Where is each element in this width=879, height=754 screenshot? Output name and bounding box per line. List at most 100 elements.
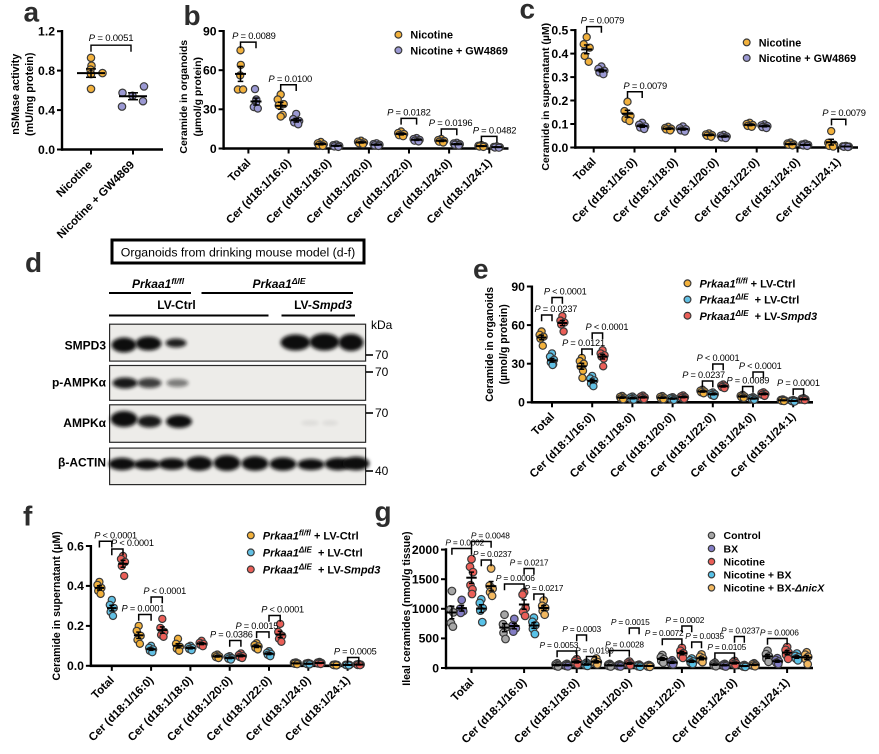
svg-text:40: 40 — [375, 464, 389, 478]
svg-text:0.0: 0.0 — [551, 141, 568, 155]
svg-text:1.2: 1.2 — [38, 25, 55, 39]
svg-text:nSMase activity: nSMase activity — [10, 54, 22, 135]
svg-text:Prkaa1ΔIE + LV-Smpd3: Prkaa1ΔIE + LV-Smpd3 — [700, 309, 818, 323]
svg-text:1000: 1000 — [412, 602, 439, 616]
svg-text:30: 30 — [511, 357, 525, 371]
svg-text:0.0: 0.0 — [38, 143, 55, 157]
svg-text:Nicotine: Nicotine — [724, 556, 766, 568]
svg-text:0.2: 0.2 — [67, 619, 84, 633]
svg-text:P = 0.0237: P = 0.0237 — [534, 304, 577, 314]
svg-text:β-ACTIN: β-ACTIN — [58, 456, 106, 470]
svg-text:60: 60 — [203, 64, 217, 78]
svg-text:Nicotine: Nicotine — [410, 30, 453, 42]
svg-text:2000: 2000 — [412, 543, 439, 557]
svg-text:P = 0.0079: P = 0.0079 — [623, 80, 667, 91]
svg-text:P = 0.0005: P = 0.0005 — [334, 647, 377, 657]
svg-text:500: 500 — [419, 632, 440, 646]
svg-text:Ceramide in organoids: Ceramide in organoids — [484, 287, 496, 402]
svg-text:P = 0.0237: P = 0.0237 — [721, 626, 760, 636]
svg-text:P < 0.0001: P < 0.0001 — [586, 322, 629, 332]
svg-text:Total: Total — [449, 677, 476, 704]
svg-text:P = 0.0079: P = 0.0079 — [581, 15, 625, 26]
svg-text:P = 0.0002: P = 0.0002 — [665, 615, 704, 625]
svg-text:p-AMPKα: p-AMPKα — [52, 376, 107, 390]
svg-text:e: e — [473, 254, 489, 285]
svg-text:Nicotine: Nicotine — [759, 37, 802, 49]
svg-text:P = 0.0048: P = 0.0048 — [471, 531, 510, 541]
svg-text:0.4: 0.4 — [38, 103, 55, 117]
svg-text:P = 0.0121: P = 0.0121 — [562, 338, 605, 348]
svg-text:a: a — [24, 0, 40, 28]
svg-text:0: 0 — [210, 142, 217, 156]
svg-text:P = 0.0196: P = 0.0196 — [429, 117, 473, 128]
svg-text:0: 0 — [432, 661, 439, 675]
svg-text:P < 0.0001: P < 0.0001 — [544, 287, 587, 297]
svg-text:70: 70 — [375, 365, 389, 379]
svg-text:P = 0.0079: P = 0.0079 — [822, 107, 866, 118]
svg-text:P = 0.0089: P = 0.0089 — [232, 30, 276, 41]
svg-text:Ileal ceramides (nmol/g tissue: Ileal ceramides (nmol/g tissue) — [401, 531, 413, 685]
svg-text:P = 0.0035: P = 0.0035 — [685, 631, 724, 641]
svg-text:g: g — [375, 496, 392, 527]
svg-text:Nicotine: Nicotine — [55, 159, 96, 200]
svg-text:P = 0.0199: P = 0.0199 — [575, 646, 614, 656]
svg-text:Ceramide in organoids: Ceramide in organoids — [178, 40, 190, 154]
svg-text:P = 0.0105: P = 0.0105 — [707, 642, 746, 652]
svg-text:(µmol/g protein): (µmol/g protein) — [498, 304, 510, 384]
svg-text:Prkaa1ΔIE + LV-Smpd3: Prkaa1ΔIE + LV-Smpd3 — [263, 563, 381, 577]
svg-text:P = 0.0100: P = 0.0100 — [268, 73, 312, 84]
svg-text:P = 0.0051: P = 0.0051 — [89, 33, 134, 44]
svg-text:Prkaa1fl/fl + LV-Ctrl: Prkaa1fl/fl + LV-Ctrl — [700, 277, 796, 291]
svg-text:(µmol/g protein): (µmol/g protein) — [192, 57, 204, 137]
svg-text:(mU/mg protein): (mU/mg protein) — [24, 52, 36, 136]
svg-text:P = 0.0002: P = 0.0002 — [445, 538, 484, 548]
svg-text:1500: 1500 — [412, 573, 439, 587]
svg-text:P = 0.0001: P = 0.0001 — [122, 604, 165, 614]
svg-text:0.4: 0.4 — [67, 579, 84, 593]
svg-text:P < 0.0001: P < 0.0001 — [143, 586, 186, 596]
svg-text:Prkaa1ΔIE + LV-Ctrl: Prkaa1ΔIE + LV-Ctrl — [700, 293, 800, 307]
svg-text:P < 0.0001: P < 0.0001 — [261, 605, 304, 615]
svg-text:d: d — [25, 247, 42, 278]
svg-text:Nicotine + BX-ΔnicX: Nicotine + BX-ΔnicX — [724, 583, 826, 595]
svg-text:Prkaa1ΔIE + LV-Ctrl: Prkaa1ΔIE + LV-Ctrl — [263, 546, 363, 560]
svg-text:f: f — [23, 501, 33, 532]
svg-text:0.2: 0.2 — [551, 94, 568, 108]
svg-text:P = 0.0001: P = 0.0001 — [777, 378, 820, 388]
svg-text:Nicotine + GW4869: Nicotine + GW4869 — [55, 159, 137, 241]
svg-text:P = 0.0015: P = 0.0015 — [235, 621, 278, 631]
svg-text:P < 0.0001: P < 0.0001 — [697, 353, 740, 363]
svg-text:Total: Total — [530, 411, 557, 438]
svg-text:BX: BX — [724, 543, 739, 555]
svg-text:Ceramide in supernatant (µM): Ceramide in supernatant (µM) — [540, 23, 552, 171]
svg-text:P = 0.0217: P = 0.0217 — [524, 583, 563, 593]
svg-text:P = 0.0237: P = 0.0237 — [473, 549, 512, 559]
svg-text:P < 0.0001: P < 0.0001 — [94, 530, 137, 540]
svg-text:Nicotine + GW4869: Nicotine + GW4869 — [410, 45, 508, 57]
svg-text:0.1: 0.1 — [551, 117, 568, 131]
svg-text:Control: Control — [724, 530, 761, 542]
svg-text:Total: Total — [226, 157, 253, 184]
svg-text:SMPD3: SMPD3 — [65, 339, 107, 353]
svg-text:0.8: 0.8 — [38, 64, 55, 78]
svg-text:P = 0.0089: P = 0.0089 — [726, 376, 769, 386]
svg-text:P = 0.0217: P = 0.0217 — [510, 558, 549, 568]
svg-text:c: c — [520, 0, 536, 25]
svg-text:kDa: kDa — [371, 318, 393, 332]
svg-text:0.0: 0.0 — [67, 659, 84, 673]
svg-text:LV-Smpd3: LV-Smpd3 — [294, 298, 352, 312]
svg-text:0.5: 0.5 — [551, 23, 568, 37]
svg-text:0: 0 — [518, 396, 525, 410]
svg-text:P < 0.0001: P < 0.0001 — [739, 361, 782, 371]
svg-text:70: 70 — [375, 406, 389, 420]
svg-text:Ceramide in supernatant (µM): Ceramide in supernatant (µM) — [51, 531, 63, 680]
svg-text:0.4: 0.4 — [551, 47, 568, 61]
svg-text:P = 0.0003: P = 0.0003 — [562, 624, 601, 634]
svg-text:90: 90 — [203, 24, 217, 38]
svg-text:P = 0.0482: P = 0.0482 — [473, 124, 517, 135]
svg-text:Organoids from drinking mouse: Organoids from drinking mouse model (d-f… — [121, 246, 355, 260]
svg-text:b: b — [184, 0, 201, 31]
svg-text:P = 0.0182: P = 0.0182 — [387, 106, 431, 117]
svg-text:Total: Total — [572, 156, 599, 183]
svg-text:Prkaa1fl/fl + LV-Ctrl: Prkaa1fl/fl + LV-Ctrl — [263, 529, 359, 543]
